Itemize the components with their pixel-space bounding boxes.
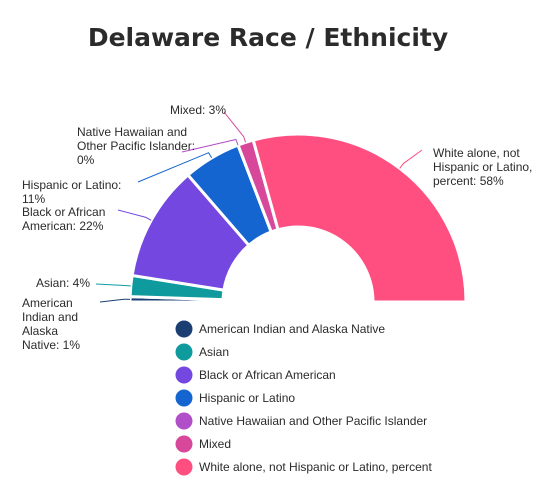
legend-item-american-indian-and-alaska-native: American Indian and Alaska Native: [175, 320, 385, 338]
legend-item-native-hawaiian-and-other-pacific-islander: Native Hawaiian and Other Pacific Island…: [175, 412, 427, 430]
chart-title: Delaware Race / Ethnicity: [88, 23, 448, 52]
legend-label: Native Hawaiian and Other Pacific Island…: [199, 414, 427, 428]
legend-item-black-or-african-american: Black or African American: [175, 366, 336, 384]
legend-label: Mixed: [199, 437, 231, 451]
leader-lines-group: [95, 111, 423, 303]
leader-line-american-indian-and-alaska-native: [99, 298, 131, 303]
legend-label: Black or African American: [199, 368, 336, 382]
data-label-american-indian-and-alaska-native: American Indian and Alaska Native: 1%: [22, 296, 80, 352]
legend-label: White alone, not Hispanic or Latino, per…: [199, 460, 432, 474]
legend-swatch: [175, 458, 193, 476]
legend-swatch: [175, 389, 193, 407]
data-label-white-alone-not-hispanic-or-latino-percent: White alone, not Hispanic or Latino, perce…: [433, 146, 532, 188]
leader-line-black-or-african-american: [117, 209, 152, 221]
legend-swatch: [175, 412, 193, 430]
legend-item-asian: Asian: [175, 343, 229, 361]
legend-swatch: [175, 435, 193, 453]
slice-white-alone-not-hispanic-or-latino-percent: [251, 132, 468, 304]
legend-item-hispanic-or-latino: Hispanic or Latino: [175, 389, 295, 407]
data-label-black-or-african-american: Black or African American: 22%: [22, 205, 105, 233]
legend-swatch: [175, 366, 193, 384]
legend: American Indian and Alaska Native Asian Bl…: [175, 320, 432, 476]
legend-swatch: [175, 320, 193, 338]
leader-line-native-hawaiian-and-other-pacific-islander: [181, 138, 239, 153]
leader-line-mixed: [223, 111, 247, 143]
legend-label: Hispanic or Latino: [199, 391, 295, 405]
leader-line-white-alone-not-hispanic-or-latino-percent: [399, 149, 423, 169]
data-label-native-hawaiian-and-other-pacific-islander: Native Hawaiian and Other Pacific Islande…: [77, 125, 195, 167]
data-label-mixed: Mixed: 3%: [170, 103, 226, 117]
data-label-asian: Asian: 4%: [36, 276, 90, 290]
legend-item-white-alone-not-hispanic-or-latino-percent: White alone, not Hispanic or Latino, per…: [175, 458, 432, 476]
slices-group: [128, 132, 468, 304]
legend-item-mixed: Mixed: [175, 435, 231, 453]
legend-label: American Indian and Alaska Native: [199, 322, 385, 336]
leader-line-hispanic-or-latino: [137, 152, 213, 183]
legend-label: Asian: [199, 345, 229, 359]
data-labels-group: American Indian and Alaska Native: 1% Asian:…: [22, 103, 532, 352]
legend-swatch: [175, 343, 193, 361]
data-label-hispanic-or-latino: Hispanic or Latino: 11%: [22, 178, 121, 206]
leader-line-asian: [95, 283, 131, 287]
